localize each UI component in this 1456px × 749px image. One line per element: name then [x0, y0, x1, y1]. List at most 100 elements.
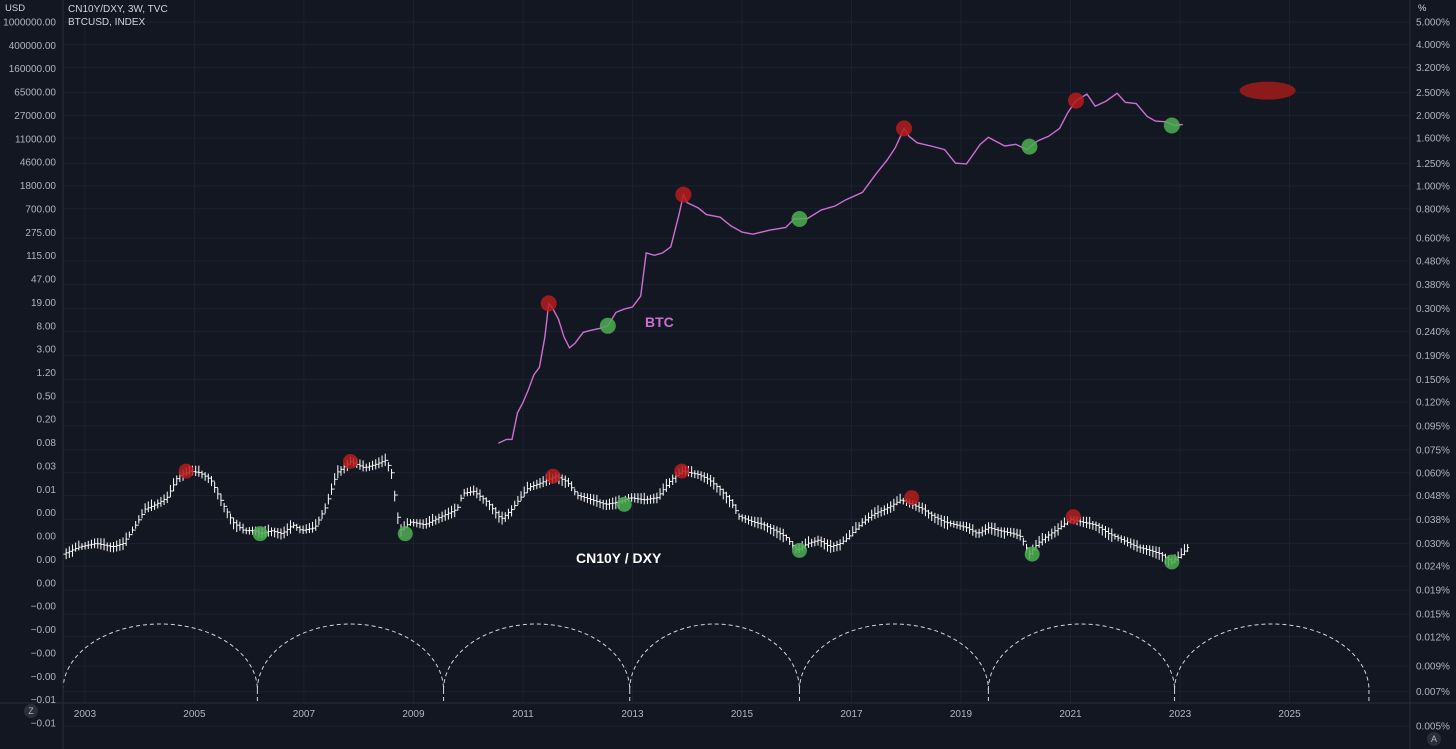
annotation-btc: BTC [645, 314, 674, 330]
left-axis-tick-label: 0.00 [37, 578, 57, 589]
right-axis-tick-label: 0.024% [1416, 562, 1450, 573]
left-axis-tick-label: 1000000.00 [3, 18, 56, 29]
left-axis-tick-label: 0.00 [37, 555, 57, 566]
corner-label-left: Z [28, 706, 34, 716]
cn10y-top-marker[interactable] [178, 463, 194, 479]
cycle-arcs [62, 623, 1370, 702]
left-axis-tick-label: 275.00 [25, 228, 56, 239]
x-axis-tick-label: 2019 [950, 709, 973, 720]
x-axis-tick-label: 2021 [1059, 709, 1082, 720]
left-axis-tick-label: 27000.00 [14, 111, 56, 122]
marker-layer [178, 81, 1296, 570]
left-axis-unit: USD [5, 3, 25, 14]
x-axis-tick-label: 2023 [1169, 709, 1192, 720]
btc-top-marker[interactable] [675, 186, 692, 203]
right-axis-tick-label: 0.007% [1416, 687, 1450, 698]
cycle-arc [987, 623, 1176, 691]
btc-bottom-marker[interactable] [599, 317, 616, 334]
cn10y-bottom-marker[interactable] [1024, 546, 1040, 562]
right-axis-tick-label: 0.038% [1416, 515, 1450, 526]
corner-button-left[interactable]: Z [24, 704, 38, 718]
right-axis-tick-label: 0.015% [1416, 610, 1450, 621]
cn10y-top-marker[interactable] [904, 490, 920, 506]
left-axis-tick-label: 47.00 [31, 275, 56, 286]
right-axis-tick-label: 1.600% [1416, 134, 1450, 145]
x-axis-tick-label: 2009 [402, 709, 425, 720]
btc-bottom-marker[interactable] [1163, 117, 1180, 134]
left-axis[interactable]: 1000000.00 400000.00 160000.00 65000.00 2700… [3, 18, 56, 730]
x-axis-tick-label: 2003 [74, 709, 97, 720]
corner-button-left-bg [24, 704, 38, 718]
right-axis-unit: % [1418, 3, 1427, 14]
right-axis-tick-label: 0.030% [1416, 539, 1450, 550]
right-axis-tick-label: 2.000% [1416, 111, 1450, 122]
right-axis-tick-label: 0.009% [1416, 662, 1450, 673]
left-axis-tick-label: 11000.00 [15, 134, 56, 145]
right-axis-tick-label: 4.000% [1416, 40, 1450, 51]
left-axis-tick-label: 0.50 [37, 391, 57, 402]
cn10y-top-marker[interactable] [674, 463, 690, 479]
x-axis-tick-label: 2011 [512, 709, 534, 720]
legend-secondary[interactable]: BTCUSD, INDEX [68, 17, 146, 28]
right-axis-tick-label: 0.120% [1416, 398, 1450, 409]
left-axis-tick-label: 0.00 [37, 532, 57, 543]
series-line-btc[interactable] [497, 92, 1183, 444]
corner-button-right-bg [1427, 732, 1441, 746]
x-axis-tick-label: 2017 [840, 709, 863, 720]
left-axis-tick-label: 400000.00 [9, 41, 57, 52]
x-axis-tick-label: 2013 [621, 709, 644, 720]
left-axis-tick-label: 0.03 [37, 461, 57, 472]
left-axis-tick-label: 1800.00 [20, 181, 57, 192]
right-axis-tick-label: 0.005% [1416, 722, 1450, 733]
right-axis-tick-label: 0.075% [1416, 446, 1450, 457]
cycle-arc [62, 623, 258, 691]
left-axis-tick-label: 0.20 [37, 415, 57, 426]
cn10y-bottom-marker[interactable] [1164, 554, 1180, 570]
left-axis-tick-label: 115.00 [26, 251, 56, 262]
x-axis[interactable]: 2003 2005 2007 2009 2011 2013 2015 2017 2019 2021… [74, 709, 1301, 720]
left-axis-tick-label: 0.01 [37, 485, 57, 496]
btc-bottom-marker[interactable] [1021, 138, 1038, 155]
left-axis-tick-label: 0.00 [37, 508, 57, 519]
right-axis-tick-label: 0.190% [1416, 351, 1450, 362]
right-axis-tick-label: 0.012% [1416, 632, 1450, 643]
right-axis-tick-label: 0.240% [1416, 327, 1450, 338]
cn10y-bottom-marker[interactable] [791, 542, 807, 558]
left-axis-tick-label: 0.08 [37, 438, 57, 449]
left-axis-tick-label: 19.00 [31, 298, 56, 309]
btc-top-marker[interactable] [896, 120, 913, 137]
right-axis-tick-label: 0.019% [1416, 585, 1450, 596]
cn10y-top-marker[interactable] [342, 454, 358, 470]
btc-bottom-marker[interactable] [791, 210, 808, 227]
left-axis-tick-label: −0.00 [31, 625, 57, 636]
right-axis-tick-label: 1.000% [1416, 182, 1450, 193]
left-axis-tick-label: 3.00 [37, 345, 57, 356]
left-axis-tick-label: −0.00 [31, 602, 57, 613]
left-axis-tick-label: 8.00 [37, 321, 57, 332]
cn10y-top-marker[interactable] [545, 468, 561, 484]
right-axis-tick-label: 0.380% [1416, 280, 1450, 291]
cn10y-top-marker[interactable] [1065, 509, 1081, 525]
legend-primary[interactable]: CN10Y/DXY, 3W, TVC [68, 4, 168, 15]
right-axis-tick-label: 0.150% [1416, 375, 1450, 386]
left-axis-tick-label: 700.00 [25, 204, 56, 215]
right-axis-tick-label: 3.200% [1416, 63, 1450, 74]
projected-top-marker[interactable] [1239, 81, 1296, 100]
cn10y-bottom-marker[interactable] [252, 526, 268, 542]
corner-button-right[interactable]: A [1427, 732, 1441, 746]
left-axis-tick-label: 1.20 [37, 368, 57, 379]
left-axis-tick-label: −0.01 [31, 695, 57, 706]
grid [63, 0, 1410, 727]
cycle-arc [443, 623, 631, 691]
right-axis[interactable]: 5.000% 4.000% 3.200% 2.500% 2.000% 1.600% 1.25… [1416, 18, 1450, 733]
right-axis-tick-label: 0.800% [1416, 204, 1450, 215]
cn10y-bottom-marker[interactable] [616, 496, 632, 512]
left-axis-tick-label: −0.00 [31, 672, 57, 683]
btc-top-marker[interactable] [540, 295, 557, 312]
cn10y-bottom-marker[interactable] [397, 526, 413, 542]
btc-top-marker[interactable] [1067, 92, 1084, 109]
left-axis-tick-label: −0.01 [31, 719, 57, 730]
right-axis-tick-label: 0.060% [1416, 468, 1450, 479]
right-axis-tick-label: 0.300% [1416, 304, 1450, 315]
